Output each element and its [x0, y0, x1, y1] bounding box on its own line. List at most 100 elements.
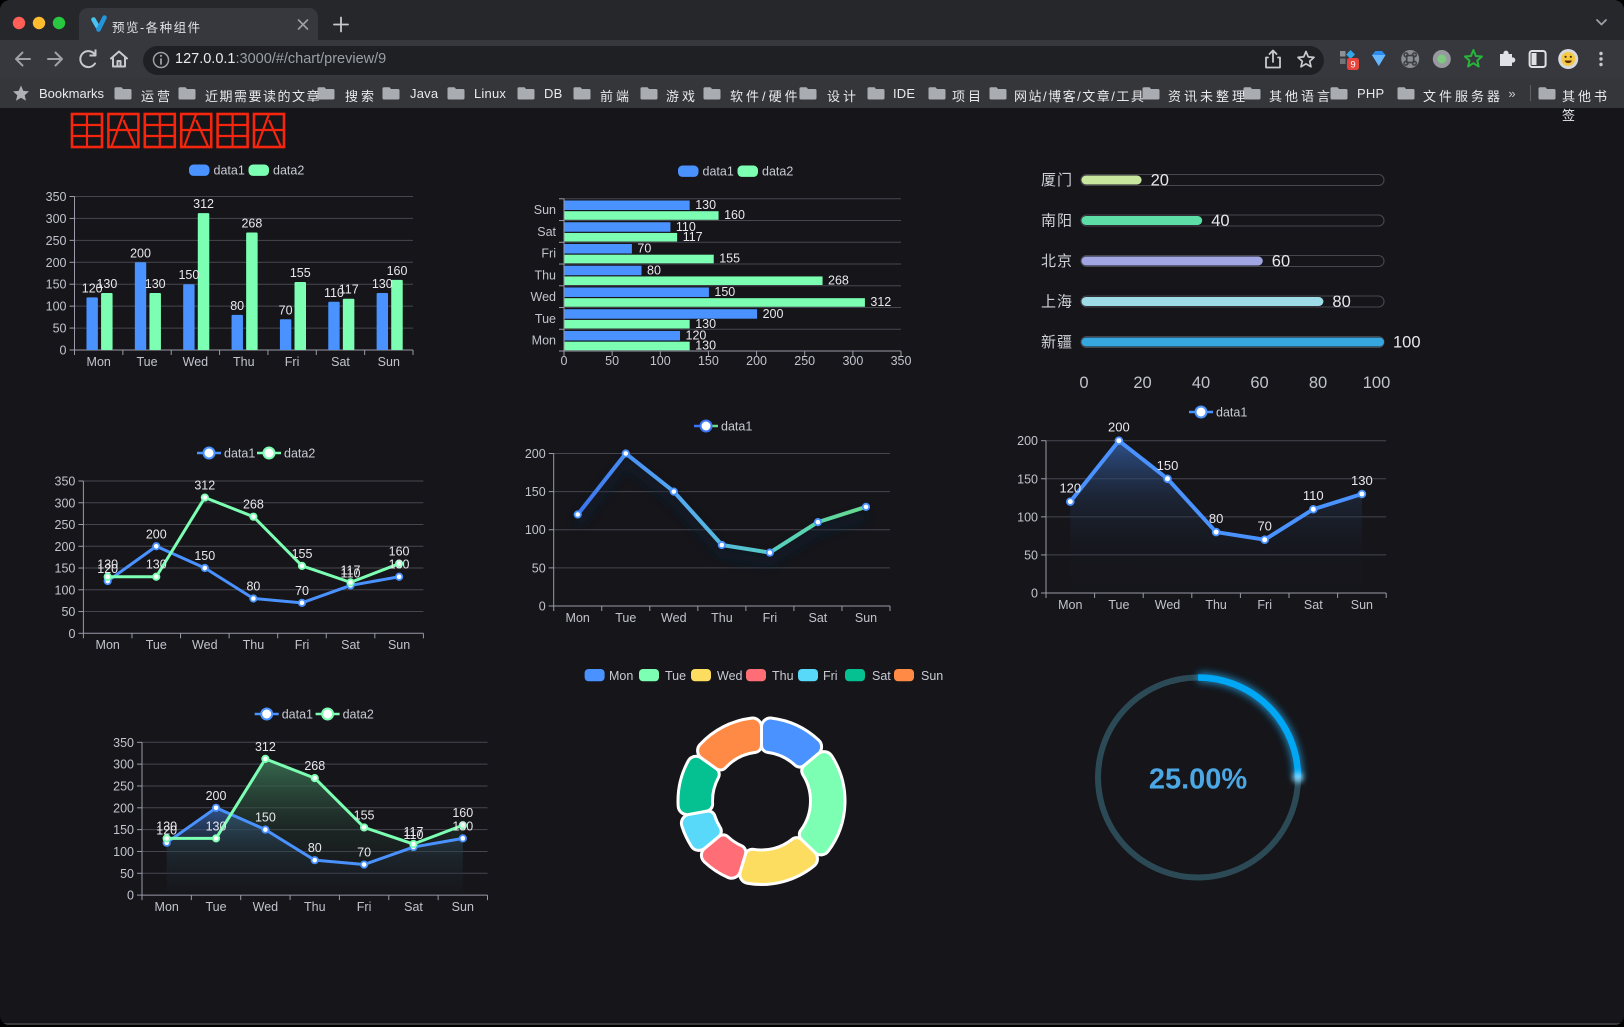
svg-text:110: 110: [324, 286, 344, 300]
svg-text:120: 120: [97, 562, 118, 576]
svg-text:0: 0: [1079, 374, 1088, 392]
svg-text:130: 130: [695, 198, 716, 212]
svg-text:Sat: Sat: [1304, 598, 1323, 612]
svg-text:Sun: Sun: [378, 355, 400, 369]
svg-text:130: 130: [695, 317, 716, 331]
svg-text:Sat: Sat: [341, 638, 360, 652]
svg-text:155: 155: [290, 266, 311, 280]
svg-text:130: 130: [97, 558, 118, 572]
svg-text:200: 200: [1108, 420, 1130, 435]
svg-text:150: 150: [1017, 472, 1038, 486]
svg-text:0: 0: [1031, 587, 1038, 601]
svg-text:150: 150: [698, 354, 719, 368]
svg-text:Sun: Sun: [921, 669, 943, 683]
svg-text:70: 70: [637, 242, 651, 256]
svg-text:160: 160: [387, 264, 408, 278]
svg-text:110: 110: [1303, 488, 1324, 503]
svg-text:150: 150: [714, 285, 735, 299]
svg-text:Wed: Wed: [183, 355, 209, 369]
svg-text:Mon: Mon: [96, 638, 120, 652]
svg-text:70: 70: [357, 846, 371, 860]
svg-text:120: 120: [1059, 481, 1081, 496]
svg-text:data1: data1: [282, 707, 313, 721]
svg-text:Sun: Sun: [855, 611, 877, 625]
svg-text:50: 50: [605, 354, 619, 368]
svg-text:200: 200: [746, 354, 767, 368]
svg-text:200: 200: [46, 256, 67, 270]
svg-text:Tue: Tue: [615, 611, 636, 625]
svg-text:Fri: Fri: [357, 900, 372, 914]
svg-text:100: 100: [1393, 334, 1421, 352]
svg-text:Sun: Sun: [534, 203, 556, 217]
svg-text:300: 300: [46, 212, 67, 226]
svg-text:Thu: Thu: [534, 268, 556, 282]
svg-text:130: 130: [1351, 473, 1373, 488]
svg-text:data2: data2: [762, 165, 793, 179]
svg-text:Sat: Sat: [331, 355, 350, 369]
svg-text:Mon: Mon: [87, 355, 111, 369]
svg-text:100: 100: [113, 845, 134, 859]
svg-text:50: 50: [1024, 548, 1038, 562]
svg-text:350: 350: [891, 354, 912, 368]
svg-text:155: 155: [719, 252, 740, 266]
svg-text:Mon: Mon: [155, 900, 179, 914]
svg-text:0: 0: [127, 889, 134, 903]
svg-text:120: 120: [82, 281, 103, 295]
svg-text:150: 150: [194, 549, 215, 563]
svg-text:130: 130: [96, 277, 117, 291]
svg-text:60: 60: [1272, 253, 1290, 271]
svg-text:200: 200: [206, 789, 227, 803]
svg-text:300: 300: [55, 496, 76, 510]
svg-text:130: 130: [389, 558, 410, 572]
svg-text:Wed: Wed: [1155, 598, 1181, 612]
svg-text:60: 60: [1250, 374, 1268, 392]
svg-text:150: 150: [255, 811, 276, 825]
svg-text:110: 110: [676, 220, 696, 234]
svg-text:80: 80: [308, 841, 322, 855]
svg-text:200: 200: [113, 801, 134, 815]
svg-text:Mon: Mon: [1058, 598, 1082, 612]
svg-text:268: 268: [304, 759, 325, 773]
svg-text:Sun: Sun: [388, 638, 410, 652]
svg-text:150: 150: [1157, 458, 1179, 473]
svg-text:Sun: Sun: [1351, 598, 1373, 612]
svg-text:data2: data2: [273, 164, 304, 178]
svg-text:312: 312: [255, 740, 276, 754]
svg-text:25.00%: 25.00%: [1149, 764, 1248, 796]
svg-text:南阳: 南阳: [1041, 213, 1073, 230]
svg-text:Fri: Fri: [763, 611, 778, 625]
svg-text:data1: data1: [721, 419, 752, 433]
svg-text:Sun: Sun: [452, 900, 474, 914]
svg-text:110: 110: [341, 566, 361, 580]
svg-text:Fri: Fri: [295, 638, 310, 652]
svg-text:200: 200: [146, 527, 167, 541]
svg-text:Thu: Thu: [711, 611, 733, 625]
svg-text:200: 200: [130, 246, 151, 260]
svg-text:80: 80: [1309, 374, 1327, 392]
svg-text:70: 70: [1257, 519, 1271, 534]
svg-text:data2: data2: [284, 446, 315, 460]
svg-text:data1: data1: [224, 446, 255, 460]
svg-text:50: 50: [53, 322, 67, 336]
svg-text:268: 268: [243, 498, 264, 512]
svg-text:250: 250: [55, 518, 76, 532]
svg-text:130: 130: [145, 277, 166, 291]
svg-text:100: 100: [650, 354, 671, 368]
svg-text:Tue: Tue: [205, 900, 226, 914]
svg-text:Sat: Sat: [537, 225, 556, 239]
svg-text:70: 70: [295, 584, 309, 598]
svg-text:Mon: Mon: [566, 611, 590, 625]
svg-text:117: 117: [683, 230, 703, 244]
svg-text:20: 20: [1133, 374, 1151, 392]
svg-text:Thu: Thu: [772, 669, 794, 683]
svg-text:Mon: Mon: [532, 334, 556, 348]
svg-text:250: 250: [113, 780, 134, 794]
svg-text:Wed: Wed: [531, 290, 557, 304]
svg-text:40: 40: [1192, 374, 1210, 392]
svg-text:150: 150: [525, 485, 546, 499]
svg-text:Thu: Thu: [304, 900, 326, 914]
svg-text:50: 50: [61, 605, 75, 619]
svg-text:200: 200: [763, 307, 784, 321]
svg-text:160: 160: [724, 208, 745, 222]
svg-text:250: 250: [794, 354, 815, 368]
